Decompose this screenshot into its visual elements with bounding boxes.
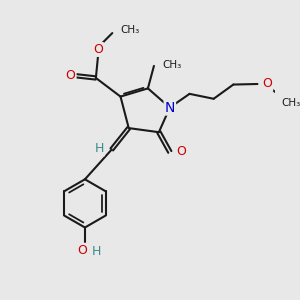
Text: CH₃: CH₃	[281, 98, 300, 108]
Text: O: O	[77, 244, 87, 257]
Text: O: O	[66, 69, 76, 82]
Text: CH₃: CH₃	[162, 60, 182, 70]
Text: H: H	[95, 142, 104, 155]
Text: O: O	[262, 77, 272, 91]
Text: H: H	[92, 245, 101, 258]
Text: N: N	[165, 100, 175, 115]
Text: O: O	[93, 43, 103, 56]
Text: CH₃: CH₃	[120, 25, 139, 35]
Text: O: O	[176, 146, 186, 158]
